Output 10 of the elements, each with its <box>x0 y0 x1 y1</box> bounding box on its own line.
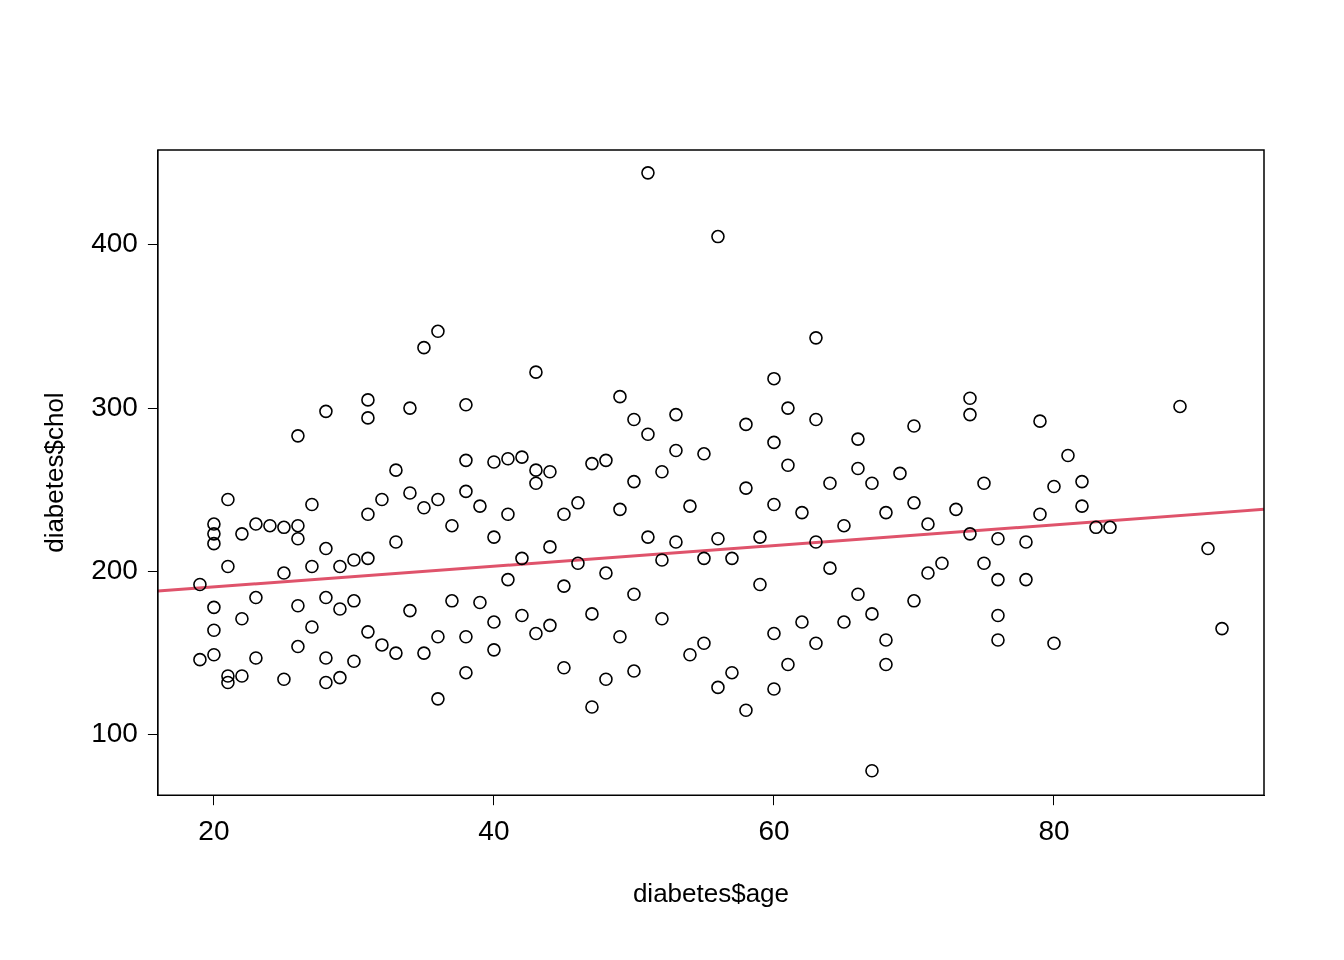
x-tick-label: 80 <box>1038 814 1070 846</box>
x-tick-label: 40 <box>478 814 510 846</box>
y-tick-label: 200 <box>91 554 138 586</box>
y-axis-title: diabetes$chol <box>38 392 69 553</box>
y-tick-label: 100 <box>91 717 138 749</box>
y-tick-label: 300 <box>91 390 138 422</box>
y-tick-label: 400 <box>91 227 138 259</box>
x-tick-label: 60 <box>758 814 790 846</box>
x-axis-title: diabetes$age <box>632 877 790 908</box>
x-tick-label: 20 <box>198 814 230 846</box>
